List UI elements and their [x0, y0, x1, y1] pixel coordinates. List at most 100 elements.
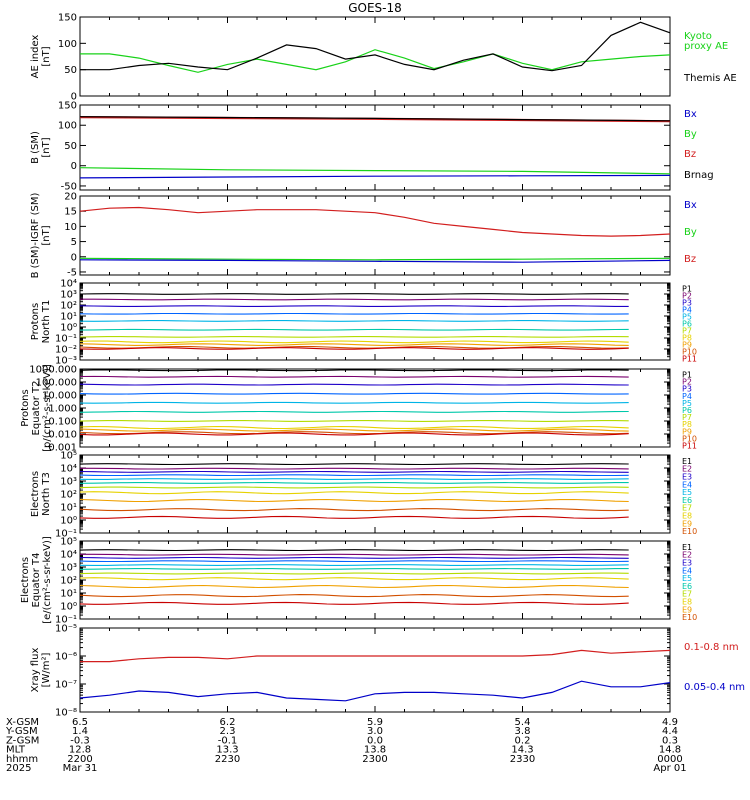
footer-value: 2230	[215, 754, 240, 765]
y-tick-label: 10⁻⁸	[55, 708, 77, 719]
y-axis-label-line: AE index	[30, 35, 41, 79]
legend-e8: E8	[682, 598, 692, 607]
footer-value: 0.2	[515, 735, 531, 746]
legend-entry: 0.05-0.4 nm	[684, 682, 745, 693]
channel-line-e7	[79, 572, 629, 575]
channel-line-e2	[80, 553, 629, 556]
legend-entry: Bz	[684, 149, 696, 160]
channel-line-e3	[79, 556, 629, 559]
y-axis-label-line: Xray flux	[30, 648, 41, 693]
y-tick-label: 0.100	[48, 417, 77, 428]
series-line-bz	[79, 206, 671, 237]
footer-value: 0.0	[367, 735, 383, 746]
y-tick-label: 100.000	[36, 378, 77, 389]
footer-value: 3.8	[515, 726, 531, 737]
legend-entry: Kyoto	[684, 31, 712, 42]
legend-p9: P9	[682, 427, 692, 436]
legend-e2: E2	[682, 551, 692, 560]
y-tick-label: 10¹	[60, 589, 77, 600]
series-line-brnag	[79, 116, 671, 122]
footer-value: 5.4	[515, 717, 531, 728]
y-tick-label: 10⁴	[60, 550, 77, 561]
panel-pe: 0.001 0.010 0.100 1.000 10.000 100.000 1000.00…	[20, 364, 697, 453]
y-tick-label: -50	[61, 181, 77, 192]
channel-line-p11	[79, 432, 629, 436]
series-line-themis-ae	[80, 21, 671, 72]
y-axis-label-line: Protons	[20, 389, 31, 426]
legend-entry: By	[684, 129, 697, 140]
y-tick-label: 50	[64, 141, 77, 152]
y-tick-label: 0	[71, 252, 77, 263]
channel-line-e4	[79, 560, 629, 563]
channel-line-e1	[79, 549, 629, 552]
legend-p5: P5	[682, 399, 692, 408]
y-axis-label: ElectronsEquator T4[e/(cm²-s-sr-keV)]	[20, 536, 53, 624]
legend-e3: E3	[682, 473, 692, 482]
y-axis-label-line: [nT]	[41, 225, 52, 245]
footer-value: -0.3	[70, 735, 90, 746]
channel-line-p2	[79, 375, 629, 378]
y-tick-label: 10³	[60, 290, 77, 301]
channel-line-e2	[80, 467, 629, 470]
legend-p10: P10	[682, 434, 697, 443]
y-tick-label: 150	[58, 101, 77, 112]
channel-line-e3	[79, 470, 629, 473]
series-line-0-05-0-4-nm	[79, 680, 671, 702]
footer-value: 0.3	[662, 735, 678, 746]
legend-entry: 0.1-0.8 nm	[684, 642, 739, 653]
y-axis-label: Xray flux[W/m²]	[30, 648, 52, 693]
footer-value: 6.2	[220, 717, 236, 728]
y-tick-label: 0.001	[48, 443, 77, 454]
legend-p4: P4	[682, 392, 692, 401]
channel-line-e10	[79, 594, 629, 598]
y-axis-label-line: Electrons	[20, 557, 31, 603]
y-tick-label: 10⁻⁷	[55, 680, 77, 691]
y-axis-label: B (SM)-IGRF (SM)[nT]	[30, 193, 52, 279]
panel-bigrf: -5 0 5 10 15 20 B (SM)-IGRF (SM)[nT] Bx By Bz	[30, 192, 697, 279]
y-axis-label: ProtonsEquator T2[p/(cm²-s-sr-keV)]	[20, 364, 53, 452]
legend-e6: E6	[682, 496, 692, 505]
footer-value: -0.1	[218, 735, 238, 746]
legend-e3: E3	[682, 559, 692, 568]
series-line-bx	[79, 259, 671, 263]
footer-value: Mar 31	[63, 763, 98, 774]
footer-row-label: MLT	[6, 745, 26, 756]
y-tick-label: 10⁻¹	[55, 529, 77, 540]
y-tick-label: 150	[58, 13, 77, 24]
legend-p3: P3	[682, 385, 692, 394]
y-tick-label: 10.000	[42, 391, 77, 402]
channel-line-e1	[79, 463, 629, 466]
legend-e6: E6	[682, 582, 692, 591]
y-tick-label: -5	[67, 267, 77, 278]
footer-value: 2300	[362, 754, 387, 765]
y-axis-label-line: Equator T4	[31, 553, 42, 608]
legend-entry: Brnag	[684, 170, 714, 181]
channel-line-p4	[79, 392, 629, 395]
y-axis-label-line: B (SM)-IGRF (SM)	[30, 193, 41, 279]
figure-title: GOES-18	[348, 1, 402, 15]
legend-e9: E9	[682, 519, 692, 528]
y-axis-label: AE index[nT]	[30, 35, 52, 79]
y-tick-label: 10⁻⁶	[55, 652, 77, 663]
legend-p7: P7	[682, 327, 692, 336]
channel-line-e11	[79, 601, 629, 605]
channel-line-p1	[79, 293, 629, 295]
legend-p9: P9	[682, 341, 692, 350]
channel-line-e10	[79, 508, 629, 512]
legend-entry: Bz	[684, 254, 696, 265]
y-tick-label: 10⁴	[60, 464, 77, 475]
legend-e1: E1	[682, 543, 692, 552]
y-tick-label: 10⁻⁵	[55, 624, 77, 635]
channel-line-e9	[79, 498, 629, 503]
footer-value: 0000	[657, 754, 682, 765]
panel-frame	[79, 627, 671, 713]
channel-line-p1	[79, 369, 629, 372]
y-tick-label: 10⁻¹	[55, 334, 77, 345]
channel-line-p9	[79, 343, 629, 346]
channel-line-p3	[79, 383, 629, 386]
y-axis-label: ProtonsNorth T1	[30, 300, 52, 344]
y-tick-label: 100	[58, 39, 77, 50]
